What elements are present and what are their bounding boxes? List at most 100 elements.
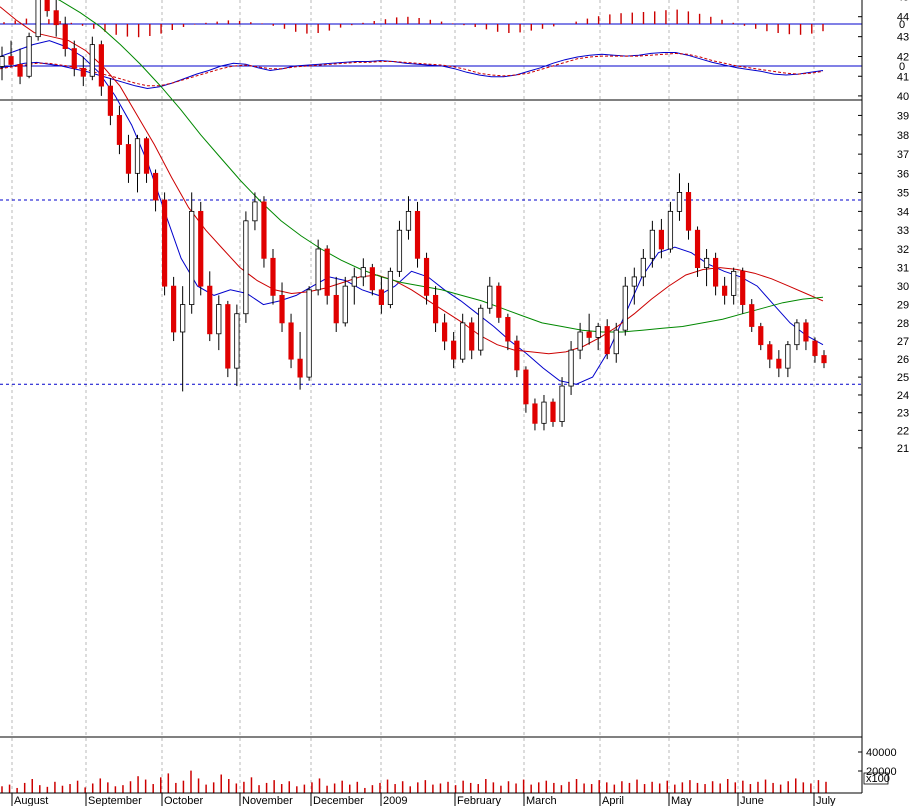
candle-down (143, 138, 150, 174)
candle-up (640, 257, 646, 278)
signal-line (0, 52, 824, 87)
candle-up (613, 329, 619, 355)
candle-up (622, 285, 628, 331)
candle-down (225, 304, 231, 369)
price-tick-label: 42 (897, 52, 909, 64)
candle-down (451, 340, 457, 360)
histogram-zero-label: 0 (899, 19, 905, 31)
candle-up (342, 285, 348, 324)
candle-down (71, 48, 77, 69)
candle-down (586, 331, 592, 338)
month-gridlines (11, 0, 815, 793)
price-panel (0, 0, 862, 738)
candle-up (460, 322, 466, 360)
month-label: June (740, 795, 764, 806)
candle-up (731, 270, 737, 296)
candle-up (794, 322, 800, 346)
candle-down (369, 267, 375, 291)
candle-up (478, 307, 484, 351)
candle-up (785, 344, 791, 369)
candle-up (568, 349, 574, 387)
candle-up (89, 44, 95, 77)
month-label: October (164, 795, 203, 806)
candle-down (116, 115, 123, 145)
candle-up (134, 138, 141, 174)
candle-down (279, 294, 285, 324)
month-label: December (313, 795, 364, 806)
candle-down (261, 201, 267, 259)
month-label: May (671, 795, 692, 806)
price-tick-label: 45 (897, 0, 909, 4)
candle-down (758, 326, 764, 346)
candle-down (152, 172, 159, 201)
candle-down (812, 340, 818, 356)
volume-multiplier-box (863, 772, 889, 785)
price-tick-label: 41 (897, 71, 909, 83)
month-label: July (816, 795, 836, 806)
candle-down (496, 285, 502, 318)
candle-up (315, 248, 321, 291)
candle-down (803, 322, 809, 342)
price-tick-label: 30 (897, 281, 909, 293)
moving-average-line (0, 6, 824, 355)
candle-down (198, 210, 204, 287)
oscillator-zero-label: 0 (899, 61, 905, 73)
candle-up (487, 285, 493, 309)
candle-down (713, 257, 719, 287)
candle-up (306, 289, 312, 378)
candle-down (44, 0, 50, 12)
price-tick-label: 39 (897, 110, 909, 122)
candle-up (631, 276, 637, 287)
candle-up (387, 270, 394, 305)
volume-panel (1, 770, 827, 793)
candle-up (595, 326, 601, 338)
candle-down (62, 24, 68, 49)
price-tick-label: 22 (897, 425, 909, 437)
candle-down (523, 369, 529, 405)
candle-down (171, 285, 177, 333)
month-label: March (526, 795, 557, 806)
price-tick-label: 28 (897, 318, 909, 330)
month-label: 2009 (383, 795, 407, 806)
price-tick-label: 27 (897, 336, 909, 348)
oscillator-panel (0, 52, 862, 90)
candle-down (604, 326, 610, 355)
price-tick-label: 35 (897, 187, 909, 199)
candle-up (405, 210, 412, 231)
price-tick-label: 38 (897, 130, 909, 142)
candle-down (125, 144, 132, 174)
volume-tick-label: 20000 (866, 766, 897, 778)
candle-down (161, 199, 168, 287)
candle-down (297, 358, 303, 378)
candle-up (396, 229, 403, 272)
candle-down (749, 304, 755, 327)
candle-up (351, 276, 357, 287)
candle-down (821, 355, 827, 364)
price-tick-label: 44 (897, 12, 909, 24)
candle-up (216, 304, 222, 335)
candle-down (333, 294, 339, 324)
moving-average-line (57, 0, 824, 333)
candle-down (423, 257, 430, 296)
candle-up (0, 56, 5, 67)
candle-down (98, 44, 104, 87)
candle-up (243, 220, 249, 315)
price-tick-label: 32 (897, 244, 909, 256)
candle-up (189, 210, 195, 305)
candle-down (694, 229, 701, 269)
month-label: February (457, 795, 502, 806)
candle-down (107, 85, 113, 116)
price-tick-label: 23 (897, 408, 909, 420)
candle-down (432, 294, 439, 324)
candle-up (35, 0, 41, 38)
candle-up (667, 210, 674, 250)
volume-tick-label: 40000 (866, 747, 897, 759)
price-tick-label: 24 (897, 390, 909, 402)
candle-up (234, 313, 240, 369)
month-label: August (14, 795, 48, 806)
candle-down (532, 403, 538, 424)
candle-down (288, 322, 294, 360)
candle-up (703, 257, 710, 269)
price-tick-label: 31 (897, 263, 909, 275)
